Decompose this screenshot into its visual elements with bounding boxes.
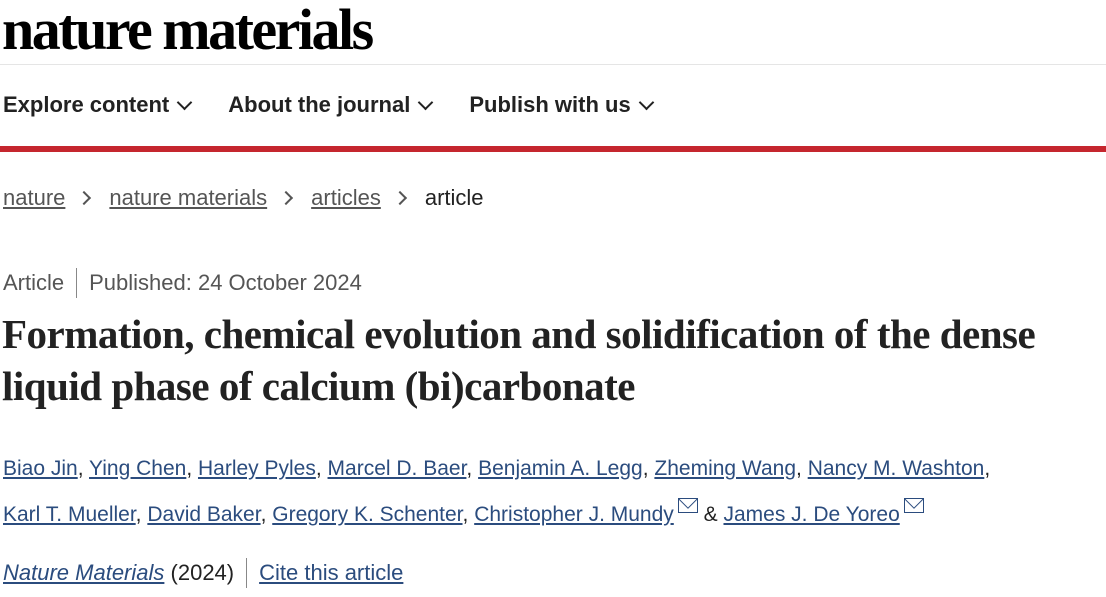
author-link[interactable]: Ying Chen (89, 457, 187, 480)
author-link[interactable]: Nancy M. Washton (807, 457, 985, 480)
author-link[interactable]: James J. De Yoreo (723, 503, 900, 526)
author-link[interactable]: Benjamin A. Legg (478, 457, 643, 480)
chevron-right-icon (77, 190, 92, 206)
nav-label: Publish with us (469, 92, 631, 117)
author-connector: & (703, 503, 718, 526)
breadcrumb: nature nature materials articles article (3, 185, 484, 211)
accent-bar (0, 146, 1106, 152)
chevron-down-icon (638, 94, 654, 110)
article-meta: Article Published: 24 October 2024 (3, 268, 362, 298)
author-link[interactable]: Harley Pyles (197, 457, 316, 480)
journal-logo[interactable]: nature materials (2, 0, 374, 62)
divider (246, 558, 248, 588)
main-nav: Explore content About the journal Publis… (3, 92, 654, 118)
breadcrumb-articles[interactable]: articles (311, 185, 381, 210)
chevron-right-icon (279, 190, 294, 206)
author-link[interactable]: Gregory K. Schenter (272, 503, 463, 526)
citation-line: Nature Materials (2024) Cite this article (3, 558, 403, 588)
author-link[interactable]: Karl T. Mueller (3, 503, 136, 526)
chevron-right-icon (392, 190, 407, 206)
chevron-down-icon (418, 94, 434, 110)
breadcrumb-current: article (424, 185, 484, 210)
divider (76, 268, 78, 298)
nav-label: Explore content (3, 92, 170, 117)
breadcrumb-nature[interactable]: nature (3, 185, 66, 210)
author-link[interactable]: Christopher J. Mundy (474, 503, 674, 526)
nav-publish[interactable]: Publish with us (469, 92, 654, 118)
published-date: Published: 24 October 2024 (89, 270, 362, 295)
author-list: Biao Jin, Ying Chen, Harley Pyles, Marce… (3, 457, 991, 526)
email-icon[interactable] (677, 498, 698, 513)
divider (0, 64, 1106, 65)
author-link[interactable]: Marcel D. Baer (327, 457, 467, 480)
author-link[interactable]: Zheming Wang (654, 457, 797, 480)
nav-explore-content[interactable]: Explore content (3, 92, 193, 118)
cite-article-link[interactable]: Cite this article (259, 560, 404, 585)
author-link[interactable]: David Baker (147, 503, 261, 526)
nav-about-journal[interactable]: About the journal (228, 92, 434, 118)
email-icon[interactable] (903, 498, 924, 513)
article-type: Article (3, 270, 65, 295)
year: (2024) (170, 560, 235, 585)
breadcrumb-nature-materials[interactable]: nature materials (109, 185, 268, 210)
article-title: Formation, chemical evolution and solidi… (2, 311, 1036, 409)
journal-link[interactable]: Nature Materials (3, 560, 165, 585)
author-link[interactable]: Biao Jin (3, 457, 78, 480)
chevron-down-icon (176, 94, 193, 110)
nav-label: About the journal (228, 92, 411, 117)
